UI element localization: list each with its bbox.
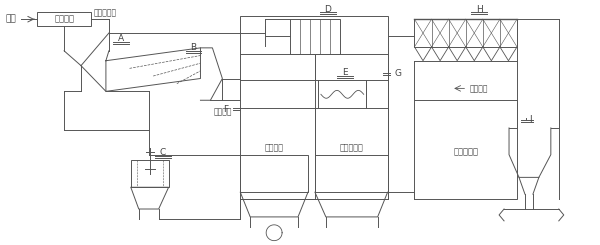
Text: 煤泥水槽: 煤泥水槽: [265, 143, 284, 152]
Bar: [37, 12, 91, 26]
Text: I: I: [529, 115, 532, 123]
Text: 筛上物料: 筛上物料: [214, 108, 232, 117]
Bar: [315, 155, 388, 192]
Bar: [415, 100, 517, 199]
Text: E: E: [342, 68, 347, 77]
Text: C: C: [160, 148, 166, 157]
Bar: [415, 19, 517, 47]
Text: H: H: [476, 5, 482, 14]
Text: 矸石产品: 矸石产品: [469, 84, 488, 93]
Text: 重介分选: 重介分选: [54, 15, 74, 24]
Text: 合格介质槽: 合格介质槽: [340, 143, 364, 152]
Text: 中矿、矸石: 中矿、矸石: [94, 9, 117, 18]
Bar: [318, 80, 365, 108]
Bar: [131, 159, 169, 187]
Text: G: G: [395, 69, 401, 78]
Text: F: F: [223, 105, 228, 114]
Text: A: A: [118, 35, 124, 43]
Bar: [240, 16, 388, 199]
Text: D: D: [325, 5, 331, 14]
Text: B: B: [190, 43, 197, 52]
Bar: [240, 155, 308, 192]
Text: 粗煤泥分选: 粗煤泥分选: [454, 147, 479, 156]
Bar: [290, 19, 340, 54]
Text: 原煤: 原煤: [5, 15, 16, 24]
